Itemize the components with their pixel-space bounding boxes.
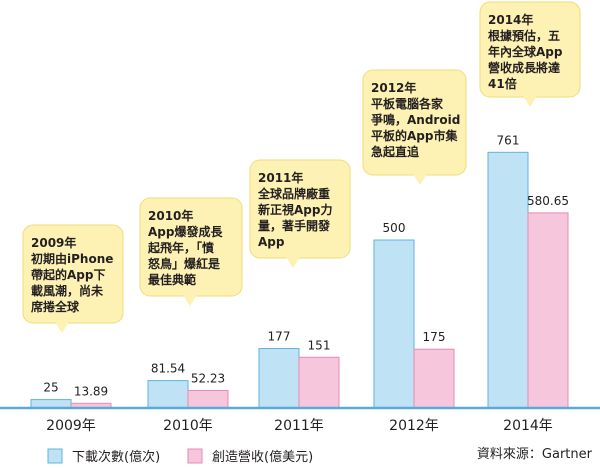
annotation-line-0-2: 帶起的App下 xyxy=(31,267,105,282)
value-label-downloads-3: 500 xyxy=(383,221,406,235)
value-label-downloads-4: 761 xyxy=(497,133,520,147)
legend: 下載次數(億次) 創造營收(億美元) xyxy=(47,448,313,465)
annotation-line-4-0: 2014年 xyxy=(488,12,533,27)
annotation-pointer-1 xyxy=(183,295,197,306)
bar-downloads-0 xyxy=(30,399,72,409)
annotation-line-4-3: 營收成長將達 xyxy=(488,60,560,75)
annotation-line-2-2: 新正視App力 xyxy=(258,202,332,217)
bars xyxy=(30,151,569,409)
annotation-pointer-4 xyxy=(523,96,537,107)
annotation-line-0-0: 2009年 xyxy=(31,235,76,250)
annotation-line-3-3: 平板的App市集 xyxy=(371,128,458,143)
legend-label-1: 創造營收(億美元) xyxy=(212,449,313,465)
annotation-pointer-0 xyxy=(55,322,69,333)
bar-revenue-2 xyxy=(298,356,340,409)
bar-revenue-3 xyxy=(413,348,455,409)
bar-downloads-2 xyxy=(258,348,300,409)
value-label-downloads-2: 177 xyxy=(268,330,291,344)
annotation-line-0-3: 載風潮，尚未 xyxy=(31,283,103,298)
legend-swatch-1 xyxy=(187,448,203,464)
annotation-line-1-4: 最佳典範 xyxy=(148,272,196,287)
value-label-downloads-0: 25 xyxy=(43,381,58,395)
annotation-line-4-4: 41倍 xyxy=(488,76,517,91)
annotation-line-1-3: 怒鳥」爆紅是 xyxy=(148,256,221,271)
annotation-pointer-2 xyxy=(286,257,300,268)
value-label-revenue-1: 52.23 xyxy=(191,371,225,385)
annotation-line-3-4: 急起直追 xyxy=(371,144,420,159)
annotation-line-2-0: 2011年 xyxy=(258,170,303,185)
bar-revenue-1 xyxy=(187,389,229,409)
annotation-line-2-1: 全球品牌廠重 xyxy=(257,186,330,201)
value-labels: 25 13.89 81.54 52.23 177 151 500 175 761 580.65 xyxy=(43,133,569,398)
bar-revenue-4 xyxy=(527,212,569,409)
value-label-revenue-3: 175 xyxy=(423,330,446,344)
value-label-downloads-1: 81.54 xyxy=(151,362,185,376)
annotation-line-1-2: 起飛年，「憤 xyxy=(147,240,214,255)
annotation-line-3-2: 爭鳴，Android xyxy=(371,112,460,127)
annotation-line-3-0: 2012年 xyxy=(371,80,416,95)
annotation-line-0-1: 初期由iPhone xyxy=(31,251,113,266)
bar-downloads-3 xyxy=(373,239,415,409)
bar-downloads-4 xyxy=(487,151,529,409)
x-tick-0: 2009年 xyxy=(46,418,96,434)
annotation-line-2-4: App xyxy=(258,235,285,249)
value-label-revenue-2: 151 xyxy=(308,338,331,352)
annotation-notes: 2009年初期由iPhone帶起的App下載風潮，尚未席捲全球2010年App爆… xyxy=(22,1,581,333)
annotation-line-1-1: App爆發成長 xyxy=(148,224,223,239)
x-tick-4: 2014年 xyxy=(503,418,553,434)
annotation-line-3-1: 平板電腦各家 xyxy=(371,96,444,111)
annotation-box-0 xyxy=(22,224,124,324)
value-label-revenue-4: 580.65 xyxy=(527,194,569,208)
annotation-line-0-4: 席捲全球 xyxy=(31,299,80,314)
annotation-line-4-1: 根據預估，五 xyxy=(488,28,560,43)
x-tick-1: 2010年 xyxy=(163,418,213,434)
annotation-pointer-3 xyxy=(413,174,427,185)
x-tick-2: 2011年 xyxy=(274,418,324,434)
legend-swatch-0 xyxy=(47,448,63,464)
x-tick-3: 2012年 xyxy=(389,418,439,434)
legend-label-0: 下載次數(億次) xyxy=(72,449,160,465)
annotation-box-2 xyxy=(249,159,351,259)
annotation-line-1-0: 2010年 xyxy=(148,208,193,223)
annotation-line-2-3: 量，著手開發 xyxy=(258,218,331,233)
bar-downloads-1 xyxy=(147,380,189,409)
value-label-revenue-0: 13.89 xyxy=(74,384,108,398)
annotation-line-4-2: 年內全球App xyxy=(488,44,563,59)
x-tick-labels: 2009年 2010年 2011年 2012年 2014年 xyxy=(46,418,553,434)
source-note: 資料來源：Gartner xyxy=(477,447,593,462)
